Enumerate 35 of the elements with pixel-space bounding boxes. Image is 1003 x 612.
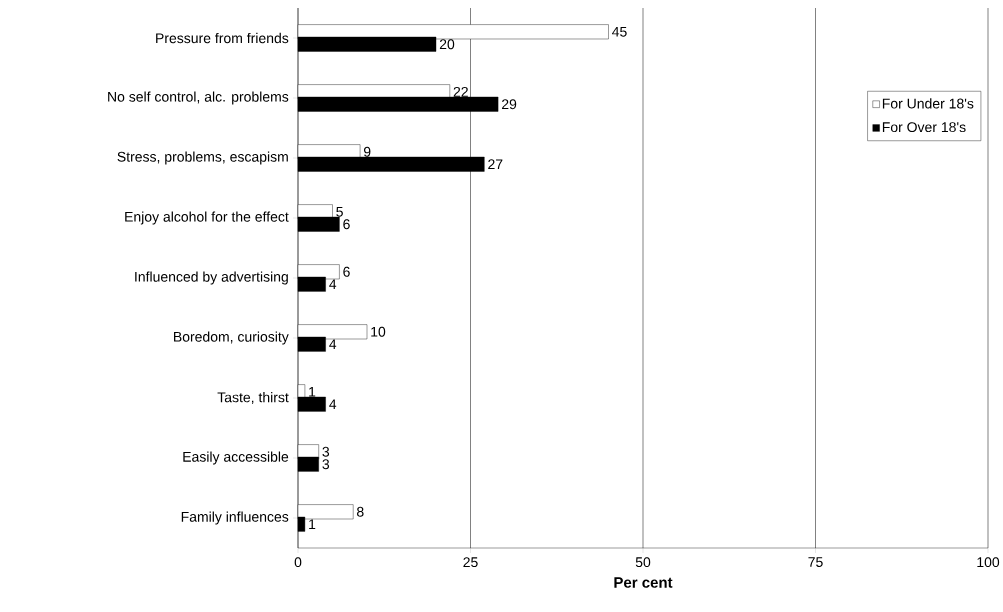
data-label: 27 [488, 159, 503, 170]
y-tick-label: Stress, problems, escapism [117, 151, 288, 165]
data-label: 4 [329, 339, 337, 350]
x-tick-label: 0 [294, 557, 302, 568]
data-label: 22 [453, 86, 468, 97]
y-tick-label: Boredom, curiosity [174, 331, 289, 345]
y-tick-label: Easily accessible [183, 451, 289, 465]
data-label: 5 [336, 206, 343, 217]
data-label: 6 [343, 219, 350, 230]
x-axis-title: Per cent [614, 577, 673, 588]
y-tick-label: Enjoy alcohol for the effect [125, 211, 289, 225]
data-label: 29 [502, 99, 517, 110]
legend-label: For Over 18's [882, 122, 966, 133]
y-tick-label: Influenced by advertising [135, 271, 288, 285]
data-label: 1 [309, 386, 316, 397]
data-label: 9 [363, 146, 371, 157]
y-tick-label: Taste, thirst [217, 392, 289, 404]
x-tick-label: 100 [977, 557, 1000, 568]
data-label: 1 [309, 519, 316, 530]
x-tick-label: 25 [463, 557, 478, 568]
x-tick-label: 75 [808, 557, 823, 567]
data-label: 6 [343, 266, 350, 277]
data-label: 8 [357, 506, 364, 517]
data-label: 3 [322, 459, 330, 470]
data-label: 45 [612, 26, 627, 37]
legend-label: For Under 18's [882, 98, 974, 109]
data-label: 3 [322, 446, 330, 457]
y-tick-label: Family influences [181, 511, 289, 525]
y-tick-label: Pressure from friends [156, 32, 289, 44]
x-tick-label: 50 [635, 557, 651, 568]
y-tick-label: No self control, alc. problems [108, 91, 289, 105]
data-label: 20 [439, 39, 455, 50]
data-label: 4 [329, 279, 337, 290]
data-label: 10 [371, 326, 386, 337]
data-label: 4 [329, 399, 337, 410]
